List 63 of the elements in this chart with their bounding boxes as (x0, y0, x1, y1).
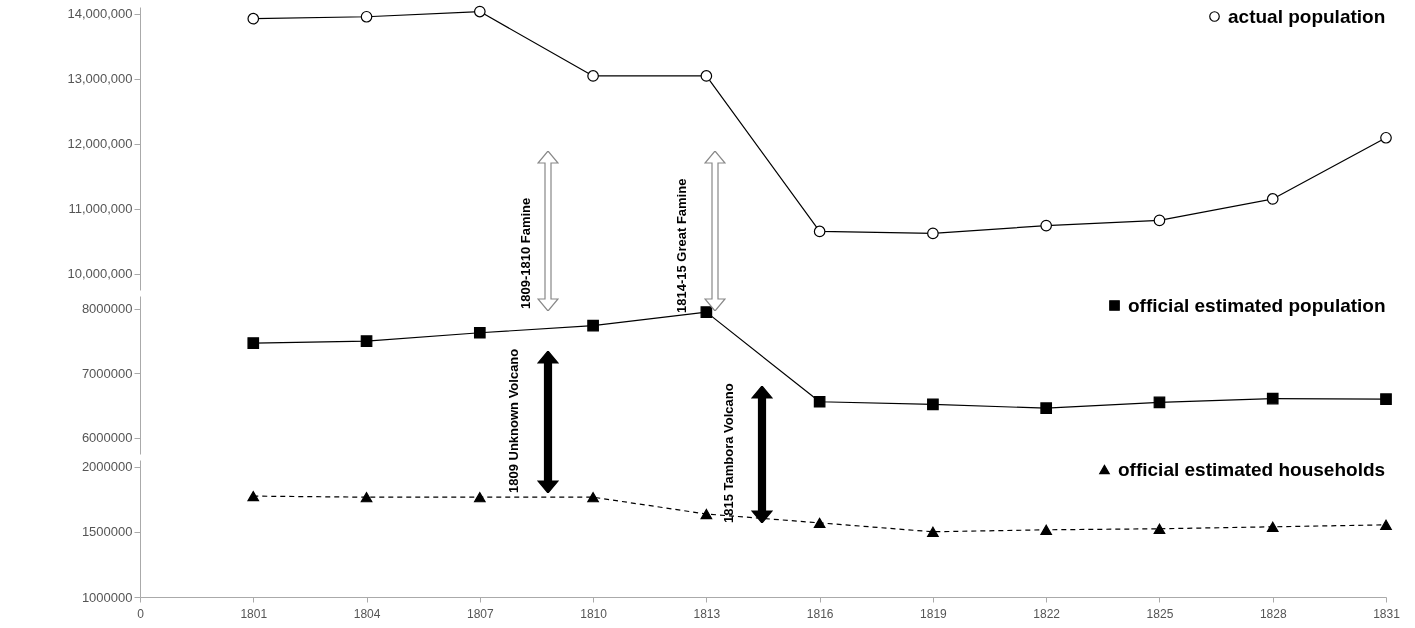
point (473, 326, 486, 339)
y-tick-label: 6000000 (81, 430, 133, 446)
legend-label: official estimated population (1128, 294, 1386, 316)
point (1380, 393, 1392, 406)
x-tick-label: 1819 (920, 606, 948, 621)
point (360, 492, 373, 503)
point (700, 306, 713, 318)
point (360, 335, 373, 347)
legend-label: actual population (1228, 5, 1386, 27)
x-tick-label: 1822 (1033, 606, 1061, 621)
annotation: 1815 Tambora Volcano (721, 383, 736, 523)
point (1040, 524, 1053, 535)
x-tick-label: 1807 (466, 606, 494, 621)
x-tick-label: 1801 (240, 606, 268, 621)
point (813, 517, 826, 529)
x-tick-label: 1825 (1146, 606, 1174, 621)
point (927, 398, 939, 411)
point (927, 526, 939, 537)
y-tick-label: 8000000 (81, 301, 133, 317)
x-tick-label: 1804 (353, 606, 381, 621)
y-tick-label: 10,000,000 (67, 266, 133, 282)
y-tick-label: 7000000 (81, 365, 133, 381)
x-tick-label: 1813 (693, 606, 721, 621)
x-tick-label: 1816 (806, 606, 834, 621)
point (1266, 193, 1279, 205)
point (813, 225, 826, 238)
point (1040, 402, 1053, 415)
annotation: 1809-1810 Famine (518, 197, 533, 309)
y-tick-label: 1000000 (81, 589, 133, 605)
y-tick-label: 12,000,000 (67, 136, 133, 152)
point (473, 492, 486, 503)
point (1153, 396, 1166, 409)
point (1380, 131, 1392, 144)
point (360, 10, 373, 23)
point (473, 5, 486, 18)
point (587, 319, 599, 332)
point (1266, 392, 1279, 405)
point (813, 395, 826, 408)
point (1040, 219, 1053, 232)
legend-label: official estimated households (1118, 458, 1386, 480)
x-tick-label: 0 (137, 606, 145, 621)
y-tick-label: 11,000,000 (68, 201, 133, 217)
point (1380, 519, 1392, 530)
point (247, 337, 260, 349)
annotation: 1814-15 Great Famine (674, 178, 689, 313)
y-tick-label: 13,000,000 (67, 71, 133, 87)
x-tick-label: 1831 (1373, 606, 1401, 621)
point (247, 12, 260, 25)
x-tick-label: 1828 (1259, 606, 1287, 621)
y-tick-label: 14,000,000 (67, 6, 133, 22)
y-tick-label: 1500000 (81, 524, 133, 540)
point (700, 70, 713, 82)
y-tick-label: 2000000 (81, 459, 133, 475)
point (1266, 521, 1279, 532)
point (247, 491, 260, 502)
annotation: 1809 Unknown Volcano (506, 348, 521, 493)
x-tick-label: 1810 (580, 606, 608, 621)
point (1153, 523, 1166, 534)
point (1153, 214, 1166, 227)
point (587, 70, 599, 82)
point (927, 227, 939, 240)
point (587, 492, 599, 503)
point (700, 508, 713, 520)
